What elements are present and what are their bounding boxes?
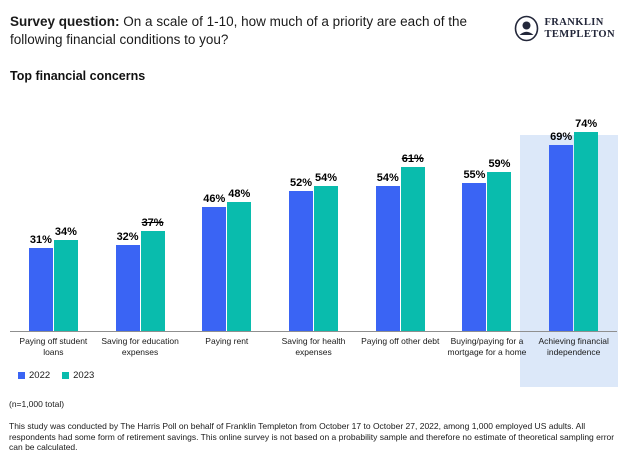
bar-2022	[115, 244, 140, 331]
bar-value-label: 37%	[141, 217, 164, 230]
bar-2022	[28, 247, 53, 331]
bar-value-label: 54%	[376, 171, 399, 184]
category-label: Paying off student loans	[19, 336, 88, 357]
bar-2023	[53, 239, 78, 331]
bar-value-label: 61%	[401, 152, 424, 165]
category-label: Saving for education expenses	[101, 336, 179, 357]
bar-group-2023: 48%	[227, 187, 252, 331]
survey-question-text: On a scale of 1-10, how much of a priori…	[10, 14, 467, 47]
bar-group-2023: 61%	[400, 152, 425, 331]
bar-value-label: 55%	[463, 169, 486, 182]
category-column: 54% 61%	[357, 102, 444, 331]
header: Survey question: On a scale of 1-10, how…	[0, 0, 624, 49]
category-column: 69% 74%	[530, 102, 617, 331]
legend-swatch	[62, 372, 70, 379]
bar-group-2022: 55%	[462, 169, 487, 331]
category-label: Paying off other debt	[361, 336, 440, 346]
bar-value-label: 46%	[203, 193, 226, 206]
bar-group-2023: 34%	[53, 225, 78, 331]
survey-question-prefix: Survey question:	[10, 14, 120, 29]
bar-value-label: 59%	[488, 158, 511, 171]
logo-wordmark: FRANKLIN TEMPLETON	[544, 17, 615, 41]
bar-2022	[289, 191, 314, 331]
legend-item-2022: 2022	[18, 370, 50, 381]
bar-2023	[487, 172, 512, 331]
category-column: 31% 34%	[10, 102, 97, 331]
bar-value-label: 69%	[550, 131, 573, 144]
bar-group-2022: 31%	[28, 233, 53, 331]
bar-group-2023: 74%	[574, 117, 599, 331]
bar-2023	[227, 201, 252, 331]
bar-chart: 31% 34% 32% 37% 46% 48% 52% 54% 54% 61% 55% 59% 69% 7…	[10, 102, 618, 387]
category-label: Achieving financial independence	[538, 336, 609, 357]
bar-group-2022: 69%	[549, 131, 574, 331]
legend: 2022 2023	[18, 370, 617, 381]
category-column: 46% 48%	[183, 102, 270, 331]
bar-value-label: 52%	[290, 177, 313, 190]
bar-value-label: 34%	[54, 225, 77, 238]
bar-value-label: 54%	[315, 171, 338, 184]
bar-value-label: 48%	[228, 187, 251, 200]
legend-item-2023: 2023	[62, 370, 94, 381]
bar-value-label: 31%	[29, 233, 52, 246]
legend-label: 2023	[73, 370, 95, 381]
bar-2022	[375, 185, 400, 331]
category-column: 55% 59%	[444, 102, 531, 331]
bar-group-2023: 37%	[140, 217, 165, 331]
bar-group-2023: 54%	[314, 171, 339, 331]
bar-group-2023: 59%	[487, 158, 512, 331]
methodology-disclaimer: This study was conducted by The Harris P…	[9, 421, 615, 452]
category-column: 32% 37%	[97, 102, 184, 331]
bar-2022	[462, 183, 487, 331]
bar-group-2022: 46%	[202, 193, 227, 331]
category-label: Saving for health expenses	[281, 336, 346, 357]
bar-2023	[574, 131, 599, 331]
bar-2023	[140, 231, 165, 331]
plot-area: 31% 34% 32% 37% 46% 48% 52% 54% 54% 61% 55% 59% 69% 7…	[10, 102, 617, 332]
sample-size-note: (n=1,000 total)	[9, 399, 65, 409]
bar-group-2022: 54%	[375, 171, 400, 331]
bar-2022	[202, 207, 227, 331]
chart-title: Top financial concerns	[10, 69, 146, 83]
logo-line1: FRANKLIN	[544, 16, 604, 28]
bar-2022	[549, 145, 574, 331]
franklin-templeton-logo: FRANKLIN TEMPLETON	[513, 15, 615, 42]
bar-group-2022: 32%	[115, 230, 140, 331]
logo-line2: TEMPLETON	[544, 28, 615, 40]
bar-value-label: 74%	[575, 117, 598, 130]
category-label: Paying rent	[205, 336, 249, 346]
legend-label: 2022	[29, 370, 51, 381]
bar-2023	[400, 166, 425, 331]
survey-question: Survey question: On a scale of 1-10, how…	[10, 13, 496, 49]
franklin-portrait-icon	[513, 15, 540, 42]
bar-2023	[314, 185, 339, 331]
category-column: 52% 54%	[270, 102, 357, 331]
category-label: Buying/paying for a mortgage for a home	[447, 336, 527, 357]
bar-value-label: 32%	[116, 230, 139, 243]
category-axis: Paying off student loans Saving for educa…	[10, 336, 617, 357]
bar-group-2022: 52%	[289, 177, 314, 331]
legend-swatch	[18, 372, 25, 379]
